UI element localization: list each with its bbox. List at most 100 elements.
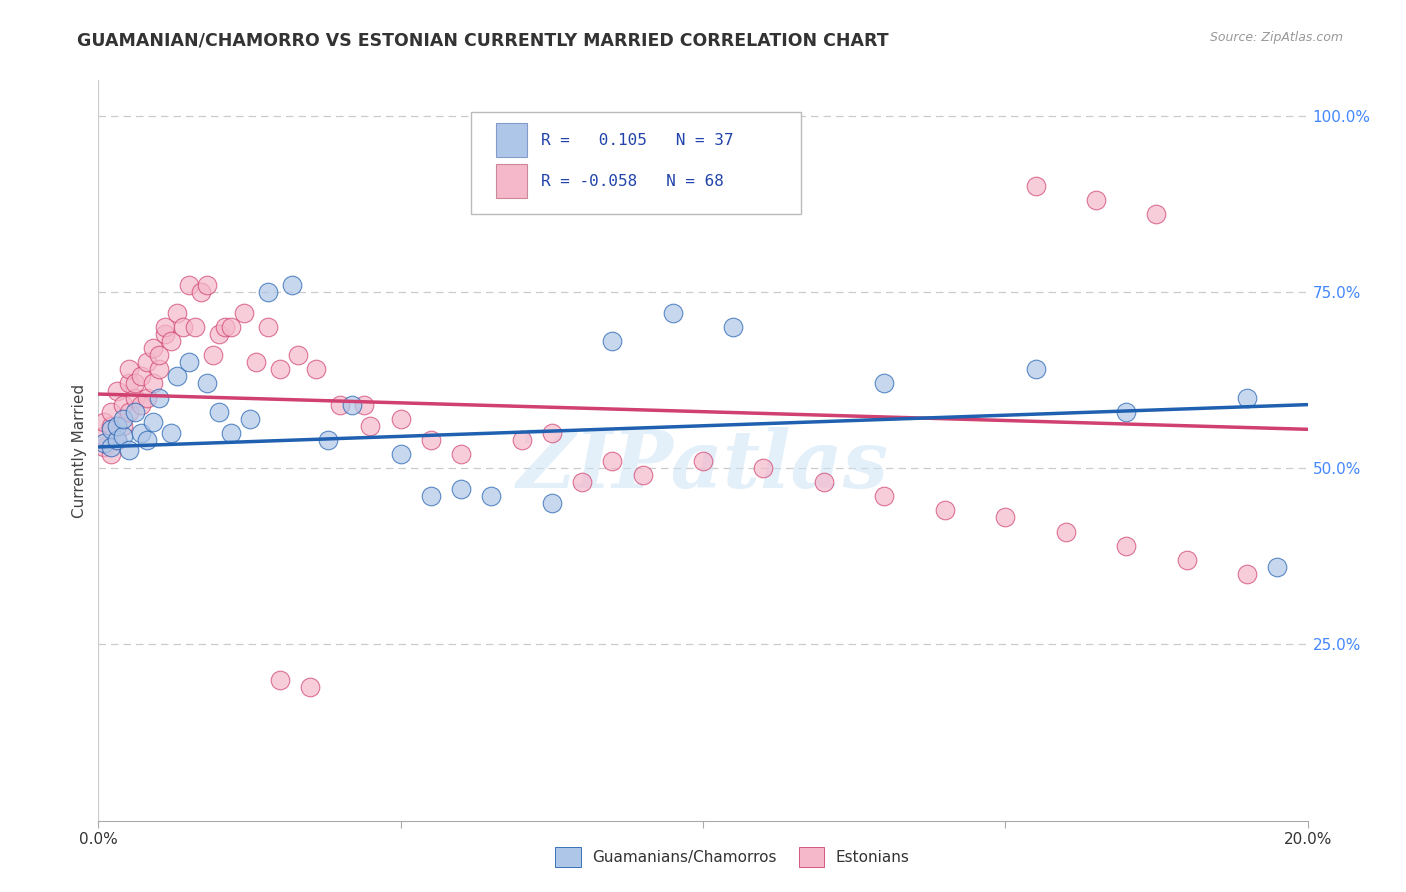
Point [153,327,176,342]
Point [1024,362,1046,376]
Point [105,433,128,447]
Point [1115,539,1137,553]
Point [1236,391,1258,405]
Point [124,391,146,405]
Point [389,411,412,425]
Text: R =   0.105   N = 37: R = 0.105 N = 37 [541,133,734,147]
Point [93,429,115,443]
Point [661,306,683,320]
Point [100,418,122,433]
Point [142,415,165,429]
Text: ZIPatlas: ZIPatlas [517,426,889,504]
Point [1267,559,1289,574]
Point [202,348,225,362]
Point [172,320,194,334]
Point [190,285,212,299]
Point [1236,566,1258,581]
Point [450,447,472,461]
Text: Estonians: Estonians [835,850,910,864]
Point [360,418,382,433]
Point [232,306,254,320]
Text: Source: ZipAtlas.com: Source: ZipAtlas.com [1209,31,1343,45]
Point [111,398,134,412]
Point [184,320,207,334]
Point [129,369,152,384]
Point [135,391,157,405]
Point [239,411,262,425]
Point [129,425,152,440]
Y-axis label: Currently Married: Currently Married [72,384,87,517]
Point [100,440,122,454]
Point [195,376,218,391]
Point [179,277,201,292]
Point [214,320,236,334]
Point [934,503,956,517]
Point [195,277,218,292]
Point [148,362,170,376]
Point [450,482,472,496]
Point [93,440,115,454]
Point [571,475,593,490]
Point [281,277,304,292]
Point [118,376,141,391]
Point [1085,193,1108,207]
Point [142,376,165,391]
Point [142,341,165,355]
Point [602,454,624,468]
Point [148,391,170,405]
Point [1175,553,1198,567]
Point [305,362,328,376]
Point [813,475,835,490]
Point [692,454,714,468]
Point [111,411,134,425]
Point [105,433,128,447]
Point [166,369,188,384]
Point [269,673,291,687]
Point [1115,405,1137,419]
Point [1144,207,1167,221]
Point [135,355,157,369]
Point [329,398,352,412]
Point [105,418,128,433]
Point [111,418,134,433]
Point [269,362,291,376]
Point [153,320,176,334]
Point [420,489,443,503]
Point [208,405,231,419]
Point [221,425,243,440]
Point [166,306,188,320]
Point [135,433,157,447]
Point [481,489,503,503]
Point [129,398,152,412]
Point [602,334,624,348]
Point [124,405,146,419]
Point [93,436,115,450]
Point [420,433,443,447]
Point [342,398,364,412]
Point [245,355,267,369]
Point [221,320,243,334]
Point [118,405,141,419]
Point [353,398,375,412]
Point [111,429,134,443]
Point [540,496,562,510]
Point [994,510,1017,524]
Point [118,362,141,376]
Point [873,376,896,391]
Point [510,433,533,447]
Point [540,425,562,440]
Point [93,415,115,429]
Point [100,422,122,436]
Point [160,334,183,348]
Point [100,447,122,461]
Point [287,348,309,362]
Point [148,348,170,362]
Point [179,355,201,369]
Point [256,320,278,334]
Point [389,447,412,461]
Point [1054,524,1077,539]
Text: R = -0.058   N = 68: R = -0.058 N = 68 [541,174,724,188]
Point [723,320,745,334]
Text: Guamanians/Chamorros: Guamanians/Chamorros [592,850,776,864]
Point [160,425,183,440]
